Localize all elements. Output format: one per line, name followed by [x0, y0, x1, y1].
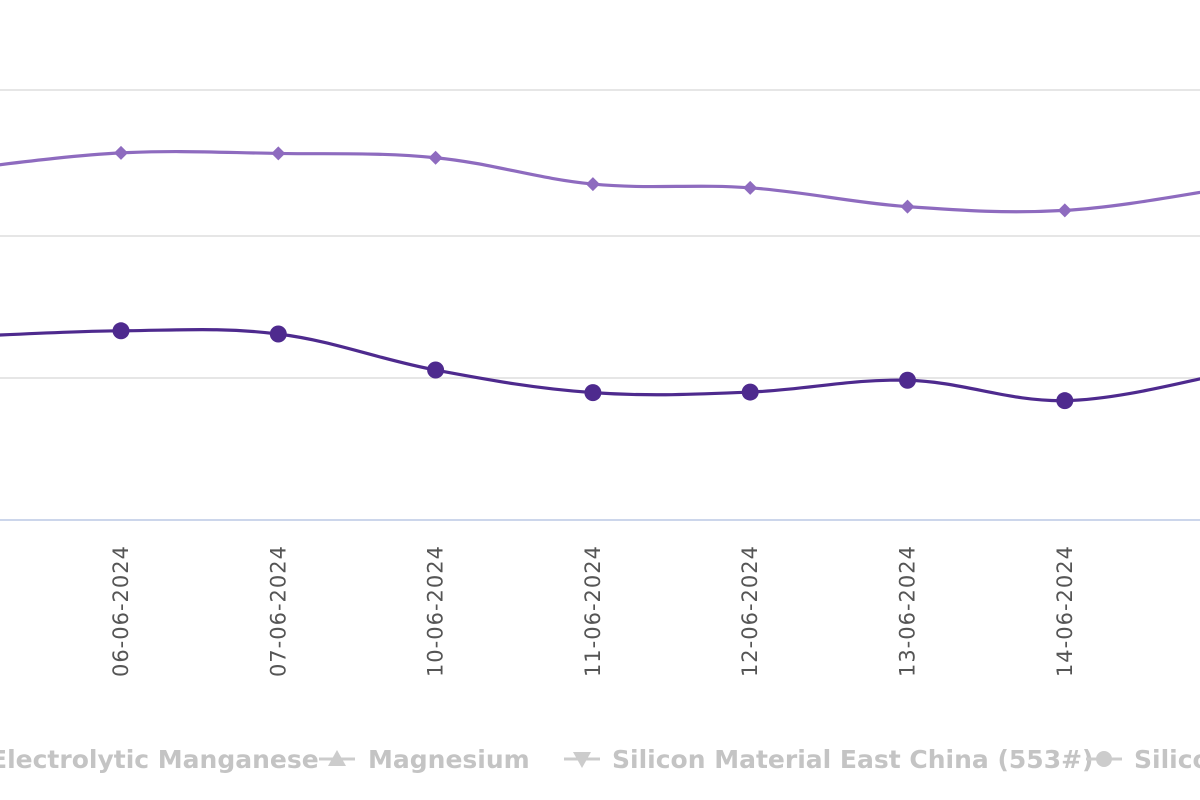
x-tick-label: 14-06-2024 [1053, 545, 1077, 677]
gridlines [0, 89, 1200, 379]
data-point-s1-0[interactable] [112, 322, 130, 340]
data-point-s1-1[interactable] [269, 325, 287, 343]
data-point-s0-6[interactable] [1057, 203, 1072, 218]
series-line-0 [0, 149, 1200, 214]
x-tick-label: 07-06-2024 [266, 545, 290, 677]
legend-item-1[interactable]: Magnesium [319, 745, 530, 774]
legend-label: Silicon Material East China (553#) [612, 745, 1093, 774]
legend[interactable]: Electrolytic Manganese Magnesium Silicon M… [0, 745, 1200, 774]
legend-item-3[interactable]: Silicon [1086, 745, 1200, 774]
data-point-s1-6[interactable] [1056, 392, 1074, 410]
series-0 [0, 145, 1200, 218]
series-1 [0, 322, 1200, 410]
x-tick-label: 11-06-2024 [581, 545, 605, 677]
x-tick-label: 12-06-2024 [738, 545, 762, 677]
data-point-s1-4[interactable] [741, 383, 759, 401]
legend-item-2[interactable]: Silicon Material East China (553#) [564, 745, 1093, 774]
x-tick-label: 13-06-2024 [896, 545, 920, 677]
data-point-s1-3[interactable] [584, 384, 602, 402]
data-point-s1-2[interactable] [427, 361, 445, 379]
legend-label: Silicon [1134, 745, 1200, 774]
x-tick-label: 06-06-2024 [109, 545, 133, 677]
data-point-s0-0[interactable] [114, 145, 128, 160]
data-point-s0-2[interactable] [428, 150, 443, 165]
data-point-s0-1[interactable] [271, 146, 286, 161]
legend-marker-triangle-icon [328, 750, 346, 766]
legend-marker-circle-icon [1096, 751, 1112, 767]
legend-label: Electrolytic Manganese [0, 745, 319, 774]
x-tick-labels: 06-06-2024 07-06-2024 10-06-2024 11-06-2024… [109, 545, 1077, 677]
legend-marker-triangle-down-icon [573, 752, 591, 768]
data-point-s0-5[interactable] [900, 199, 915, 214]
legend-item-0[interactable]: Electrolytic Manganese [0, 745, 319, 774]
data-point-s1-5[interactable] [899, 371, 916, 389]
data-point-s0-4[interactable] [743, 180, 758, 195]
legend-label: Magnesium [368, 745, 530, 774]
series-layer [0, 145, 1200, 410]
data-point-s0-3[interactable] [585, 177, 600, 192]
x-tick-label: 10-06-2024 [424, 545, 448, 677]
